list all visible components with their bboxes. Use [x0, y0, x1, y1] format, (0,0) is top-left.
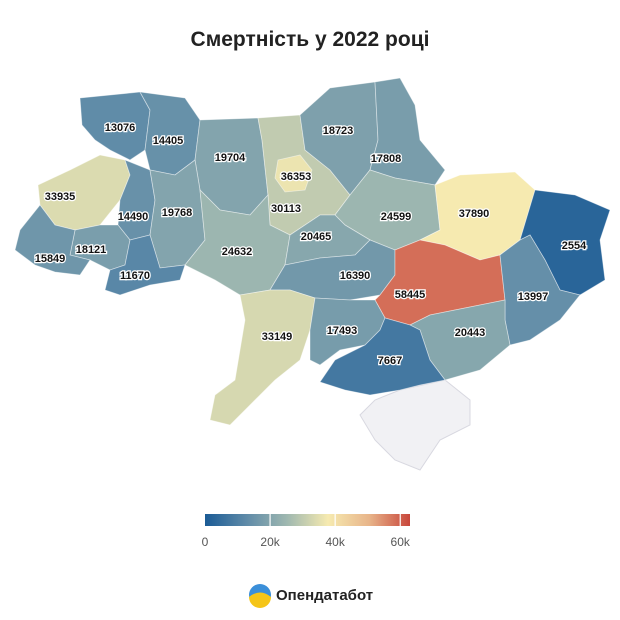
region-value: 13076 [105, 122, 136, 134]
region-value: 58445 [395, 289, 426, 301]
region-value: 14490 [118, 211, 149, 223]
region-value: 17493 [327, 325, 358, 337]
region-value: 18723 [323, 125, 354, 137]
region-value: 24632 [222, 246, 253, 258]
region-value: 20465 [301, 231, 332, 243]
region-value: 14405 [153, 135, 184, 147]
brand-name: Опендатабот [276, 587, 373, 604]
region-value: 16390 [340, 270, 371, 282]
region-value: 37890 [459, 208, 490, 220]
region [369, 77, 446, 186]
region-value: 36353 [281, 171, 312, 183]
region-value: 20443 [455, 327, 486, 339]
region [319, 317, 446, 396]
region-value: 19768 [162, 207, 193, 219]
tick-label: 60k [391, 535, 411, 549]
region-value: 18121 [76, 244, 107, 256]
region-value: 7667 [378, 355, 402, 367]
region-value: 17808 [371, 153, 402, 165]
tick-label: 40k [325, 535, 345, 549]
region-value: 19704 [215, 152, 246, 164]
region-value: 24599 [381, 211, 412, 223]
legend: 0 20k 40k 60k [202, 514, 411, 549]
region-value: 30113 [271, 203, 301, 215]
region [274, 154, 313, 193]
region-value: 2554 [562, 240, 587, 252]
region-value: 13997 [518, 291, 549, 303]
region-value: 11670 [120, 270, 150, 282]
brand: Опендатабот [249, 584, 373, 608]
tick-label: 20k [260, 535, 280, 549]
region-value: 33935 [45, 191, 76, 203]
tick-label: 0 [202, 535, 209, 549]
crimea [359, 379, 471, 471]
region-value: 33149 [262, 331, 293, 343]
colorbar [205, 514, 410, 526]
logo-part [249, 592, 271, 608]
title: Смертність у 2022 році [191, 28, 430, 51]
region [209, 289, 316, 426]
region [14, 204, 91, 276]
map [14, 77, 611, 471]
labels: 13076 14405 19704 30113 18723 17808 33935 14490… [33, 121, 588, 369]
region-value: 15849 [35, 253, 66, 265]
